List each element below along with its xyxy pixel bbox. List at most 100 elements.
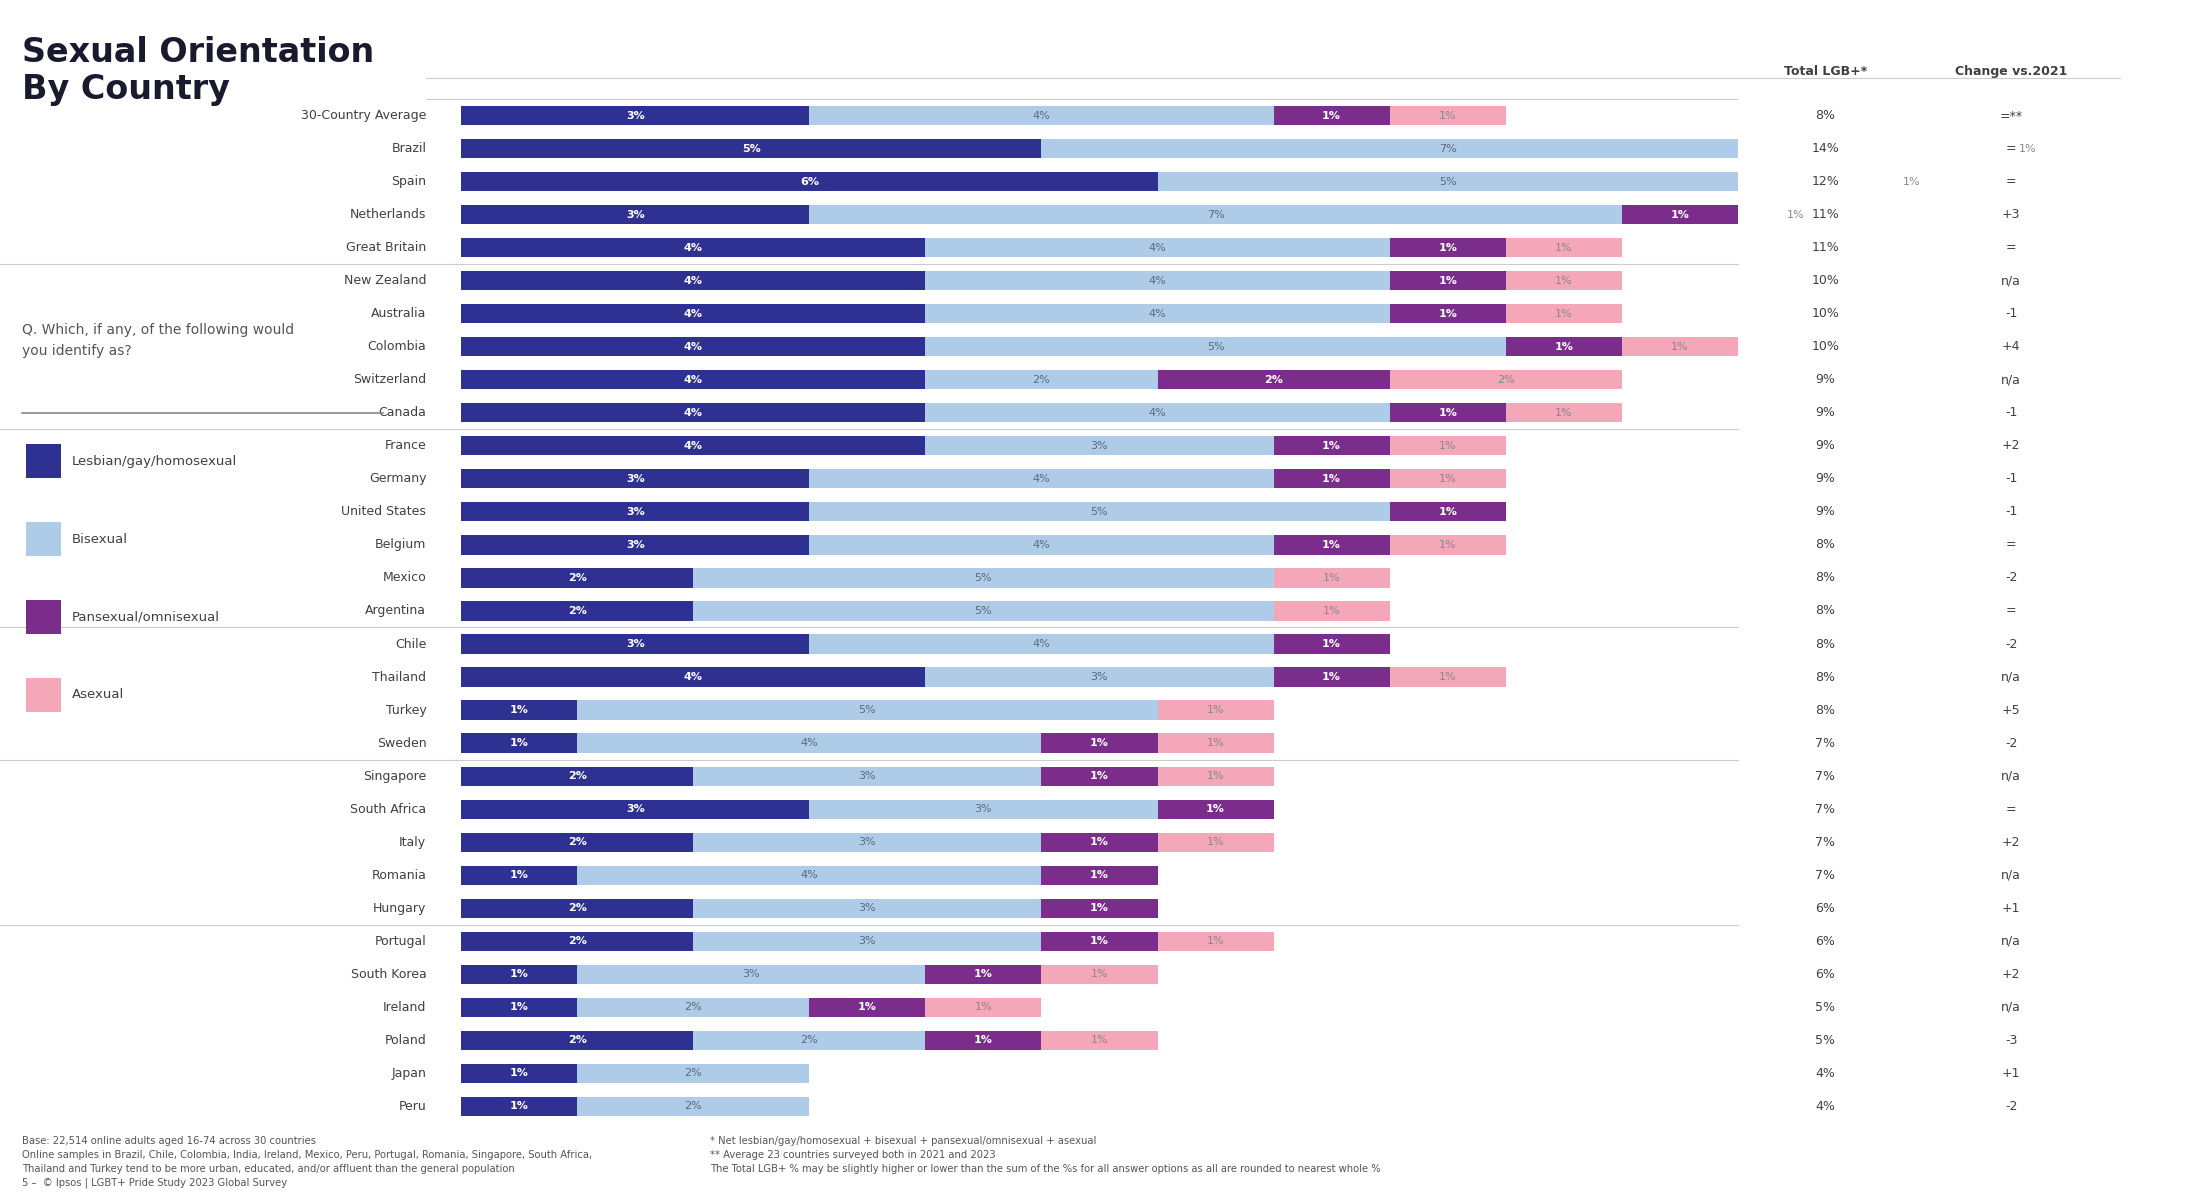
Text: =**: =** <box>2000 109 2022 122</box>
Text: Bisexual: Bisexual <box>72 533 129 545</box>
Text: 2%: 2% <box>684 1101 702 1112</box>
Text: 1%: 1% <box>1207 738 1224 748</box>
Text: 6%: 6% <box>800 176 820 187</box>
Bar <box>1274 436 1390 455</box>
Text: 7%: 7% <box>1438 144 1456 153</box>
Bar <box>925 436 1274 455</box>
Bar <box>809 205 1622 224</box>
Bar <box>1159 733 1274 752</box>
Text: -1: -1 <box>2005 406 2018 419</box>
Text: 1%: 1% <box>1323 474 1340 484</box>
Text: 7%: 7% <box>1207 210 1224 219</box>
Text: 8%: 8% <box>1814 571 1836 585</box>
Bar <box>1506 304 1622 323</box>
Text: 1%: 1% <box>1438 243 1458 253</box>
Text: 1%: 1% <box>857 1003 877 1012</box>
Text: Asexual: Asexual <box>72 689 125 701</box>
Text: 1%: 1% <box>1786 176 1806 187</box>
Text: 5%: 5% <box>975 573 992 583</box>
Text: 1%: 1% <box>1091 1035 1108 1046</box>
Text: Poland: Poland <box>385 1034 426 1047</box>
Text: +1: +1 <box>2002 902 2020 915</box>
Bar <box>1390 271 1506 290</box>
Text: 9%: 9% <box>1814 440 1836 453</box>
Bar <box>1390 304 1506 323</box>
Text: 1%: 1% <box>1091 969 1108 979</box>
Bar <box>1041 139 1854 158</box>
Text: 14%: 14% <box>1812 143 1838 156</box>
Text: Portugal: Portugal <box>374 934 426 948</box>
Text: Ipsos: Ipsos <box>2092 1142 2144 1161</box>
Bar <box>461 436 925 455</box>
Text: 2%: 2% <box>568 936 586 946</box>
Text: Chile: Chile <box>396 637 426 651</box>
Text: =: = <box>2007 538 2015 551</box>
Text: 1%: 1% <box>975 1035 992 1046</box>
Bar <box>1854 173 1970 192</box>
Bar <box>1159 701 1274 720</box>
Bar <box>1390 667 1506 686</box>
Text: Lesbian/gay/homosexual: Lesbian/gay/homosexual <box>72 455 238 467</box>
Text: 4%: 4% <box>800 738 818 748</box>
Bar <box>1274 107 1390 126</box>
Text: 2%: 2% <box>568 573 586 583</box>
Text: 1%: 1% <box>1670 341 1688 352</box>
Bar <box>1506 238 1622 258</box>
Text: 1%: 1% <box>1323 540 1340 550</box>
Text: 4%: 4% <box>1032 540 1049 550</box>
Text: 1%: 1% <box>1091 837 1108 847</box>
Bar <box>1274 601 1390 621</box>
Text: South Africa: South Africa <box>350 803 426 816</box>
Bar <box>461 998 577 1017</box>
Bar <box>809 635 1274 654</box>
Bar <box>461 337 925 356</box>
Text: 8%: 8% <box>1814 538 1836 551</box>
Text: n/a: n/a <box>2000 869 2022 882</box>
Text: Change vs.2021: Change vs.2021 <box>1954 65 2068 78</box>
Text: +2: +2 <box>2002 836 2020 848</box>
Bar <box>577 866 1041 885</box>
Text: 5%: 5% <box>1814 1034 1836 1047</box>
Text: 1%: 1% <box>1902 144 1921 153</box>
Text: -2: -2 <box>2005 737 2018 750</box>
Text: Germany: Germany <box>369 472 426 485</box>
Bar <box>461 1064 577 1083</box>
Bar <box>577 1096 809 1115</box>
Bar <box>925 238 1390 258</box>
Text: 2%: 2% <box>800 1035 818 1046</box>
Bar <box>809 502 1390 521</box>
Bar <box>925 1030 1041 1049</box>
Text: 4%: 4% <box>800 870 818 881</box>
Text: 2%: 2% <box>568 606 586 616</box>
Bar <box>1506 337 1622 356</box>
Text: 4%: 4% <box>684 341 702 352</box>
Text: 7%: 7% <box>1814 836 1836 848</box>
Text: 1%: 1% <box>1438 441 1456 450</box>
Text: Spain: Spain <box>391 175 426 188</box>
Text: 5%: 5% <box>859 706 877 715</box>
Bar <box>461 173 1159 192</box>
Bar <box>577 733 1041 752</box>
Text: 1%: 1% <box>1438 507 1458 516</box>
Text: 1%: 1% <box>1323 639 1340 649</box>
Text: 1%: 1% <box>1091 870 1108 881</box>
Bar <box>809 536 1274 555</box>
Text: 1%: 1% <box>1323 606 1340 616</box>
Text: 5%: 5% <box>975 606 992 616</box>
Text: Q. Which, if any, of the following would
you identify as?: Q. Which, if any, of the following would… <box>22 323 293 358</box>
Text: New Zealand: New Zealand <box>343 274 426 288</box>
Text: 1%: 1% <box>1554 309 1572 319</box>
Bar <box>461 667 925 686</box>
Text: 5%: 5% <box>1091 507 1108 516</box>
Text: Mexico: Mexico <box>383 571 426 585</box>
Text: 1%: 1% <box>1438 672 1456 682</box>
Text: n/a: n/a <box>2000 671 2022 684</box>
Text: -2: -2 <box>2005 637 2018 651</box>
Text: Peru: Peru <box>398 1100 426 1113</box>
Text: 3%: 3% <box>859 903 877 913</box>
Text: 3%: 3% <box>1091 441 1108 450</box>
Text: 3%: 3% <box>859 936 877 946</box>
Text: 4%: 4% <box>1814 1066 1836 1079</box>
Bar <box>1159 767 1274 786</box>
Bar <box>461 1030 693 1049</box>
